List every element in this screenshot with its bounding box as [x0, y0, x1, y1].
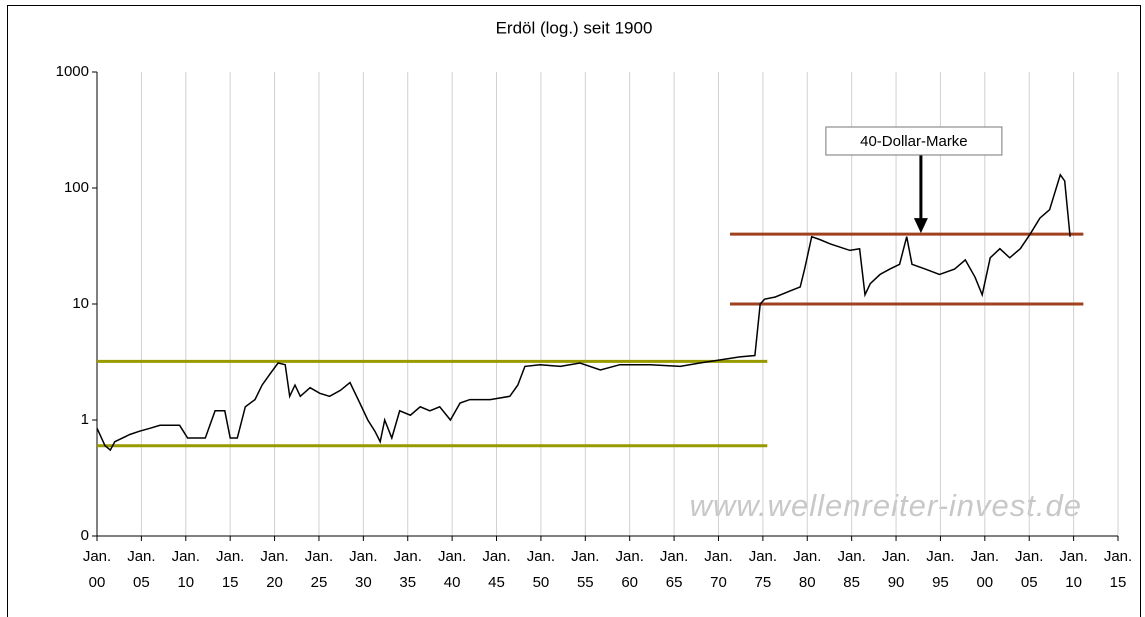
x-tick-label: Jan. 80 — [793, 548, 821, 591]
price-line — [96, 173, 1071, 452]
x-tick-label: Jan. 10 — [172, 548, 200, 591]
x-tick-label: Jan. 30 — [349, 548, 377, 591]
y-tick-label: 100 — [64, 179, 89, 196]
watermark: www.wellenreiter-invest.de — [690, 488, 1082, 523]
x-tick-label: Jan. 75 — [749, 548, 777, 591]
x-tick-label: Jan. 00 — [971, 548, 999, 591]
x-tick-label: Jan. 05 — [1015, 548, 1043, 591]
y-tick-label: 0 — [81, 527, 89, 544]
x-tick-label: Jan. 55 — [571, 548, 599, 591]
x-tick-label: Jan. 15 — [1104, 548, 1132, 591]
x-tick-label: Jan. 20 — [260, 548, 288, 591]
x-tick-label: Jan. 40 — [438, 548, 466, 591]
annotation-box — [825, 126, 1003, 156]
x-tick-label: Jan. 45 — [482, 548, 510, 591]
y-tick-label: 1000 — [56, 63, 89, 80]
y-tick-label: 10 — [72, 295, 89, 312]
x-tick-label: Jan. 65 — [660, 548, 688, 591]
chart-title: Erdöl (log.) seit 1900 — [496, 18, 653, 37]
x-tick-label: Jan. 25 — [305, 548, 333, 591]
x-tick-label: Jan. 05 — [127, 548, 155, 591]
x-tick-label: Jan. 00 — [83, 548, 111, 591]
x-tick-label: Jan. 35 — [394, 548, 422, 591]
annotation-arrowhead — [913, 218, 928, 234]
y-tick-label: 1 — [81, 411, 89, 428]
x-tick-label: Jan. 90 — [882, 548, 910, 591]
annotation-label: 40-Dollar-Marke — [860, 133, 968, 150]
x-tick-label: Jan. 70 — [704, 548, 732, 591]
x-tick-label: Jan. 85 — [837, 548, 865, 591]
x-tick-label: Jan. 60 — [616, 548, 644, 591]
x-tick-label: Jan. 50 — [527, 548, 555, 591]
x-tick-label: Jan. 15 — [216, 548, 244, 591]
x-tick-label: Jan. 10 — [1059, 548, 1087, 591]
x-tick-label: Jan. 95 — [926, 548, 954, 591]
